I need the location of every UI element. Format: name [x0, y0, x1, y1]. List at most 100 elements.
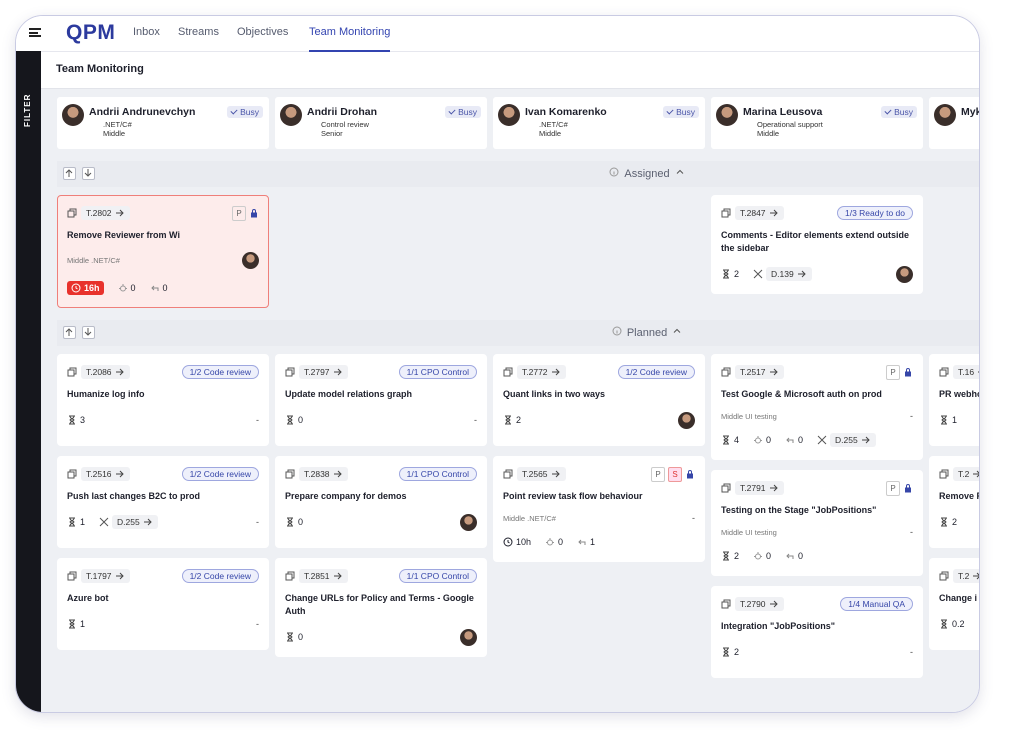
filter-label: FILTER — [23, 93, 32, 127]
task-id-text: T.16 — [958, 367, 975, 377]
task-id[interactable]: T.2790 — [735, 597, 784, 611]
task-id[interactable]: T.2 — [953, 569, 979, 583]
logo[interactable]: QPM — [66, 21, 116, 44]
section-toggle[interactable]: Assigned — [57, 167, 979, 180]
task-card[interactable]: T.2847 1/3 Ready to do Comments - Editor e… — [711, 195, 923, 294]
person-card[interactable]: Andrii Andrunevchyn Busy .NET/C# Middle — [57, 97, 269, 149]
task-card[interactable]: T.2790 1/4 Manual QA Integration "JobPosit… — [711, 586, 923, 678]
task-id[interactable]: T.16 — [953, 365, 979, 379]
time-value: 16h — [84, 283, 100, 293]
task-card[interactable]: T.2517 P Test Google & Microsoft auth on p… — [711, 354, 923, 460]
task-id[interactable]: T.2772 — [517, 365, 566, 379]
person-card[interactable]: Myk — [929, 97, 979, 149]
task-card[interactable]: T.2 Change i Journalin 0.2 — [929, 558, 979, 650]
arrow-icon — [115, 368, 124, 376]
task-title: Humanize log info — [67, 389, 145, 399]
status-badge: 1/1 CPO Control — [398, 569, 477, 583]
task-id[interactable]: T.2851 — [299, 569, 348, 583]
bugs-stat: 0 — [753, 435, 771, 445]
task-card[interactable]: T.2851 1/1 CPO Control Change URLs for Pol… — [275, 558, 487, 657]
task-card[interactable]: T.2791 P Testing on the Stage "JobPosition… — [711, 470, 923, 576]
move-up-button[interactable] — [63, 167, 76, 180]
move-down-button[interactable] — [82, 167, 95, 180]
task-stats: 10h 0 1 — [503, 533, 695, 551]
estimate-value: 1 — [80, 517, 86, 527]
task-id[interactable]: T.2 — [953, 467, 979, 481]
task-column: T.2847 1/3 Ready to do Comments - Editor e… — [711, 195, 923, 308]
returns-value: 0 — [798, 435, 804, 445]
task-card[interactable]: T.2 Remove R 2 — [929, 456, 979, 548]
bugs-value: 0 — [130, 283, 136, 293]
status-badge: 1/2 Code review — [181, 569, 259, 583]
task-id-text: T.2802 — [86, 208, 112, 218]
hour-icon — [69, 619, 75, 629]
person-skill: .NET/C# — [539, 120, 568, 129]
task-card[interactable]: T.2516 1/2 Code review Push last changes B… — [57, 456, 269, 548]
filter-sidebar[interactable]: FILTER — [16, 51, 41, 712]
task-column: T.2797 1/1 CPO Control Update model relati… — [275, 354, 487, 678]
task-meta: Middle UI testing - — [721, 411, 913, 421]
avatar — [716, 104, 738, 126]
task-column: T.16 PR webho 1 T.2 Remove R 2 T.2 Change i Jou… — [929, 354, 979, 678]
task-card[interactable]: T.2797 1/1 CPO Control Update model relati… — [275, 354, 487, 446]
task-title: Azure bot — [67, 593, 109, 603]
task-card[interactable]: T.2565 P S Point review task flow behaviour… — [493, 456, 705, 562]
nav-tab[interactable]: Objectives — [237, 26, 289, 38]
person-card[interactable]: Andrii Drohan Busy Control review Senior — [275, 97, 487, 149]
task-id[interactable]: T.2797 — [299, 365, 348, 379]
task-column — [275, 195, 487, 308]
task-stats: 4 0 0 D.255 — [721, 431, 913, 449]
person-level: Senior — [321, 129, 343, 138]
bugs-value: 0 — [766, 435, 772, 445]
task-id[interactable]: T.2086 — [81, 365, 130, 379]
person-card[interactable]: Ivan Komarenko Busy .NET/C# Middle — [493, 97, 705, 149]
estimate-stat: 3 — [67, 415, 85, 425]
meta-text: Middle .NET/C# — [503, 513, 556, 523]
task-id[interactable]: T.1797 — [81, 569, 130, 583]
task-card[interactable]: T.2086 1/2 Code review Humanize log info 3- — [57, 354, 269, 446]
nav-tab[interactable]: Streams — [178, 26, 219, 38]
section-toggle[interactable]: Planned — [57, 326, 979, 339]
task-card[interactable]: T.2838 1/1 CPO Control Prepare company for… — [275, 456, 487, 548]
person-card[interactable]: Marina Leusova Busy Operational support Mid… — [711, 97, 923, 149]
estimate-stat: 2 — [503, 415, 521, 425]
deploy-stat: D.255 — [817, 433, 876, 447]
task-id[interactable]: T.2565 — [517, 467, 566, 481]
flag: P — [886, 480, 900, 496]
task-card[interactable]: T.16 PR webho 1 — [929, 354, 979, 446]
tool-icon — [99, 517, 109, 527]
nav-tab[interactable]: Team Monitoring — [309, 26, 391, 52]
task-id[interactable]: T.2791 — [735, 481, 784, 495]
task-id[interactable]: T.2802 — [81, 206, 130, 220]
task-card[interactable]: T.2802 P Remove Reviewer from Wi Middle .NE… — [57, 195, 269, 308]
bug-icon — [546, 538, 555, 546]
status-badge: Busy — [663, 106, 699, 118]
move-up-button[interactable] — [63, 326, 76, 339]
card-header: T.2790 1/4 Manual QA — [721, 596, 913, 612]
task-title: Integration "JobPositions" — [721, 621, 836, 631]
task-card[interactable]: T.1797 1/2 Code review Azure bot 1- — [57, 558, 269, 650]
task-stats: 1- — [67, 615, 259, 633]
task-id[interactable]: T.2838 — [299, 467, 348, 481]
menu-button[interactable] — [29, 28, 41, 37]
task-id-text: T.2516 — [86, 469, 112, 479]
copy-icon — [67, 208, 77, 218]
task-id[interactable]: T.2516 — [81, 467, 130, 481]
task-column: T.2802 P Remove Reviewer from Wi Middle .NE… — [57, 195, 269, 308]
returns-stat: 0 — [785, 551, 803, 561]
move-down-button[interactable] — [82, 326, 95, 339]
task-stats: 1 — [939, 411, 979, 429]
estimate-value: 0 — [298, 632, 304, 642]
nav-tab[interactable]: Inbox — [133, 26, 160, 38]
arrow-icon — [978, 371, 979, 373]
hour-icon — [287, 415, 293, 425]
bugs-value: 0 — [766, 551, 772, 561]
hour-icon — [287, 632, 293, 642]
returns-value: 1 — [590, 537, 596, 547]
card-header: T.16 — [939, 364, 979, 380]
estimate-stat: 2 — [721, 551, 739, 561]
task-id[interactable]: T.2847 — [735, 206, 784, 220]
task-card[interactable]: T.2772 1/2 Code review Quant links in two … — [493, 354, 705, 446]
task-id[interactable]: T.2517 — [735, 365, 784, 379]
